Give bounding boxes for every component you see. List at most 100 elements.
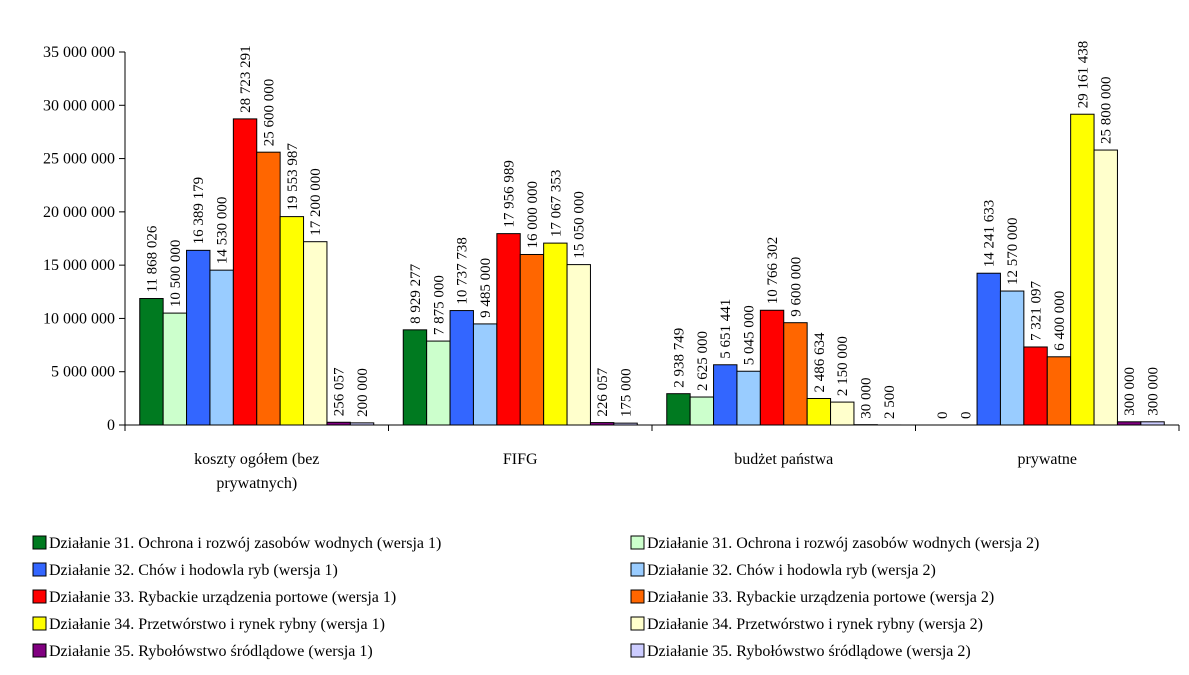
legend-swatch bbox=[630, 616, 645, 631]
value-label: 2 150 000 bbox=[835, 336, 851, 396]
value-label: 25 800 000 bbox=[1099, 77, 1115, 145]
value-label: 10 766 302 bbox=[765, 237, 781, 305]
bar bbox=[472, 323, 498, 426]
bar bbox=[519, 253, 545, 426]
category-label: koszty ogółem (bez bbox=[194, 451, 319, 468]
y-axis: 0 5 000 000 10 000 000 15 000 000 20 000 000… bbox=[43, 44, 126, 434]
bar bbox=[449, 310, 474, 426]
bar bbox=[566, 264, 591, 426]
value-label: 17 956 989 bbox=[502, 160, 518, 228]
legend-swatch bbox=[630, 562, 645, 577]
bar bbox=[689, 396, 715, 426]
value-label: 9 600 000 bbox=[788, 257, 804, 317]
value-label: 2 486 634 bbox=[812, 332, 828, 393]
bar bbox=[402, 329, 428, 426]
value-labels-group: 11 868 026 10 500 000 16 389 179 14 530 000… bbox=[144, 41, 1161, 419]
bar bbox=[279, 216, 305, 426]
legend: Działanie 31. Ochrona i rozwój zasobów w… bbox=[32, 535, 1039, 660]
value-label: 2 500 bbox=[882, 385, 898, 419]
bar bbox=[806, 397, 832, 426]
value-label: 11 868 026 bbox=[144, 225, 160, 292]
bar bbox=[1093, 149, 1118, 426]
bar bbox=[232, 118, 258, 426]
value-label: 0 bbox=[958, 412, 974, 420]
bar bbox=[783, 322, 808, 426]
legend-swatch bbox=[630, 643, 645, 658]
bar bbox=[303, 241, 328, 426]
legend-label: Działanie 34. Przetwórstwo i rynek rybny… bbox=[647, 616, 983, 633]
value-label: 14 241 633 bbox=[982, 200, 998, 268]
y-tick-label: 20 000 000 bbox=[43, 204, 115, 221]
legend-swatch bbox=[32, 562, 47, 577]
legend-label: Działanie 35. Rybołówstwo śródlądowe (we… bbox=[647, 643, 971, 660]
legend-label: Działanie 35. Rybołówstwo śródlądowe (we… bbox=[49, 643, 373, 660]
y-tick-label: 0 bbox=[107, 417, 115, 434]
bar bbox=[186, 249, 211, 426]
legend-label: Działanie 34. Przetwórstwo i rynek rybny… bbox=[49, 616, 385, 633]
value-label: 200 000 bbox=[355, 368, 371, 417]
legend-swatch bbox=[32, 589, 47, 604]
y-tick-label: 5 000 000 bbox=[51, 364, 115, 381]
bar bbox=[543, 242, 568, 426]
bars-group bbox=[139, 113, 1165, 426]
bar bbox=[976, 272, 1001, 426]
value-label: 25 600 000 bbox=[261, 79, 277, 147]
value-label: 10 737 738 bbox=[455, 237, 471, 305]
legend-label: Działanie 31. Ochrona i rozwój zasobów w… bbox=[49, 535, 441, 552]
value-label: 19 553 987 bbox=[285, 143, 301, 211]
value-label: 16 389 179 bbox=[191, 177, 207, 245]
value-label: 8 929 277 bbox=[408, 263, 424, 324]
value-label: 12 570 000 bbox=[1005, 218, 1021, 286]
value-label: 5 045 000 bbox=[742, 305, 758, 365]
bar bbox=[830, 401, 855, 426]
bar bbox=[496, 233, 521, 426]
value-label: 2 625 000 bbox=[695, 331, 711, 391]
x-axis: koszty ogółem (bez prywatnych) FIFG budżet … bbox=[124, 424, 1180, 492]
bar bbox=[139, 298, 164, 426]
legend-label: Działanie 31. Ochrona i rozwój zasobów w… bbox=[647, 535, 1039, 552]
y-tick-label: 15 000 000 bbox=[43, 257, 115, 274]
value-label: 256 057 bbox=[332, 367, 348, 416]
value-label: 17 067 353 bbox=[548, 170, 564, 238]
bar bbox=[209, 269, 234, 426]
legend-swatch bbox=[630, 535, 645, 550]
legend-swatch bbox=[32, 643, 47, 658]
bar bbox=[999, 290, 1025, 426]
category-label: prywatnych) bbox=[216, 475, 297, 492]
value-label: 6 400 000 bbox=[1052, 291, 1068, 351]
value-label: 14 530 000 bbox=[215, 197, 231, 265]
value-label: 300 000 bbox=[1146, 367, 1162, 416]
value-label: 7 875 000 bbox=[431, 275, 447, 335]
value-label: 10 500 000 bbox=[168, 240, 184, 308]
bar bbox=[666, 393, 691, 426]
value-label: 7 321 097 bbox=[1029, 280, 1045, 341]
value-label: 16 000 000 bbox=[525, 181, 541, 249]
y-tick-label: 10 000 000 bbox=[43, 310, 115, 327]
y-tick-label: 25 000 000 bbox=[43, 151, 115, 168]
bar bbox=[1070, 113, 1095, 426]
value-label: 28 723 291 bbox=[238, 45, 254, 112]
value-label: 30 000 bbox=[859, 377, 875, 418]
bar bbox=[713, 364, 738, 426]
value-label: 5 651 441 bbox=[718, 299, 734, 359]
legend-label: Działanie 33. Rybackie urządzenia portow… bbox=[647, 589, 994, 606]
category-label: budżet państwa bbox=[734, 451, 833, 468]
y-tick-label: 30 000 000 bbox=[43, 97, 115, 114]
bar bbox=[1023, 346, 1048, 426]
y-tick-label: 35 000 000 bbox=[43, 44, 115, 61]
value-label: 15 050 000 bbox=[572, 191, 588, 259]
value-label: 17 200 000 bbox=[308, 168, 324, 236]
bar bbox=[1046, 356, 1072, 426]
legend-label: Działanie 32. Chów i hodowla ryb (wersja… bbox=[647, 562, 936, 579]
value-label: 300 000 bbox=[1122, 367, 1138, 416]
legend-swatch bbox=[630, 589, 645, 604]
value-label: 0 bbox=[935, 412, 951, 420]
legend-label: Działanie 32. Chów i hodowla ryb (wersja… bbox=[49, 562, 338, 579]
value-label: 175 000 bbox=[619, 368, 635, 417]
bar bbox=[759, 309, 785, 426]
bar bbox=[256, 151, 281, 426]
legend-swatch bbox=[32, 535, 47, 550]
legend-label: Działanie 33. Rybackie urządzenia portow… bbox=[49, 589, 396, 606]
